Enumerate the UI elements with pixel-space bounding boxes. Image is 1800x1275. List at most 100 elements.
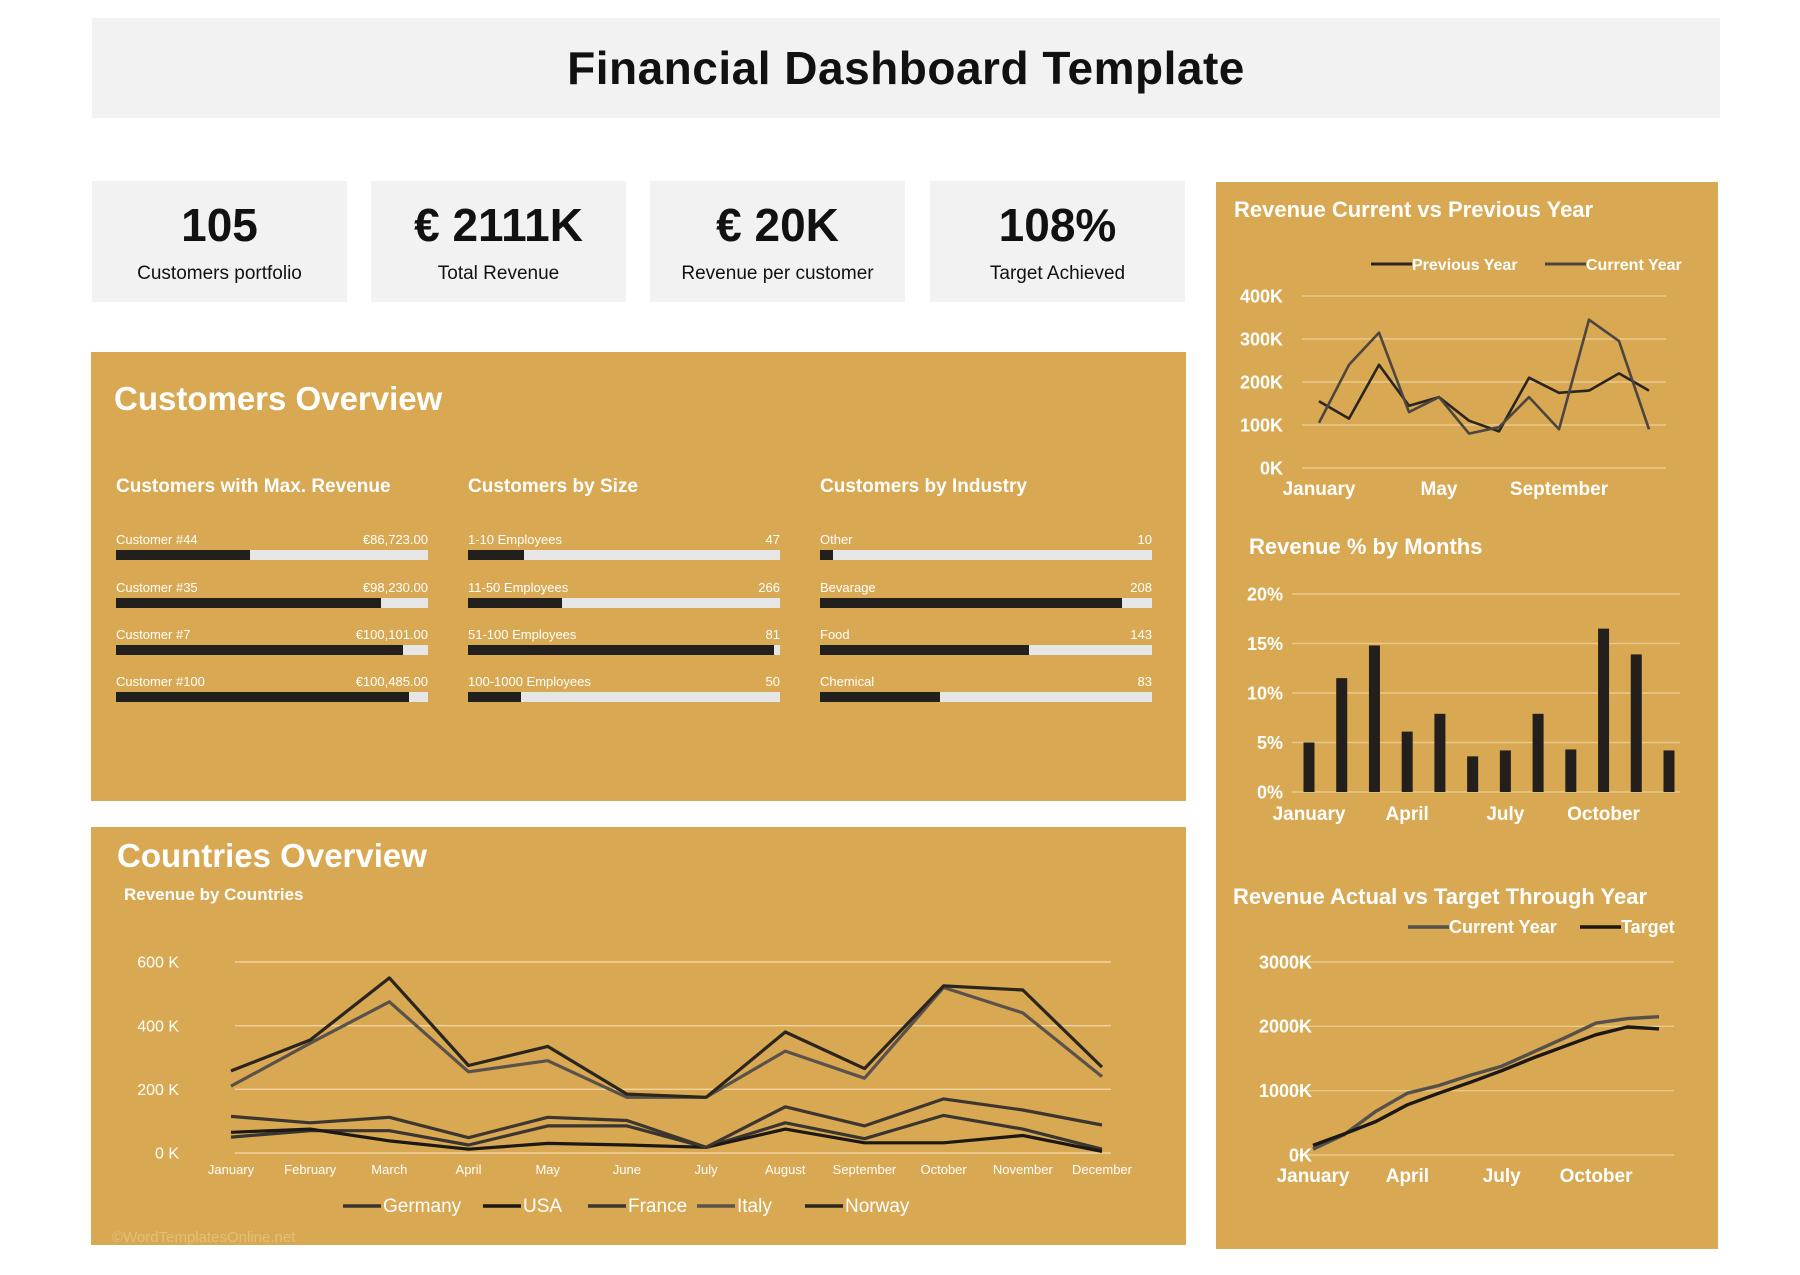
bar-track — [116, 692, 428, 702]
bar-track — [820, 645, 1152, 655]
countries-overview-title: Countries Overview — [117, 837, 427, 874]
bar-track — [820, 692, 1152, 702]
bar-value: €100,101.00 — [355, 627, 428, 642]
x-tick-label: January — [1277, 1166, 1350, 1187]
bar-row: 100-1000 Employees 50 — [468, 674, 780, 702]
y-tick-label: 200 K — [137, 1082, 179, 1099]
bar-label: 1-10 Employees — [468, 532, 562, 547]
bar-label: Chemical — [820, 674, 875, 689]
revenue-by-countries-chart: 0 K 200 K 400 K 600 K January February March Ap… — [137, 955, 1133, 1217]
x-tick-label: April — [456, 1162, 482, 1177]
x-tick-label: August — [765, 1162, 806, 1177]
legend-label: Current Year — [1449, 917, 1557, 937]
kpi-value: 108% — [998, 199, 1117, 251]
bar-row: Customer #7 €100,101.00 — [116, 627, 428, 655]
x-tick-label: November — [993, 1162, 1054, 1177]
series-line — [230, 1097, 1103, 1149]
bar-row: 51-100 Employees 81 — [468, 627, 780, 655]
y-tick-label: 0K — [1289, 1145, 1312, 1165]
bar — [1565, 749, 1577, 792]
kpi-value: € 2111K — [414, 199, 583, 251]
bar — [1467, 756, 1479, 792]
x-tick-label: May — [535, 1162, 560, 1177]
right-charts-panel: Revenue Current vs Previous Year Previous… — [1216, 182, 1718, 1249]
bar-value: 47 — [765, 532, 780, 547]
x-tick-label: May — [1421, 479, 1458, 500]
x-tick-label: October — [1567, 804, 1640, 825]
y-tick-label: 2000K — [1259, 1017, 1312, 1037]
kpi-card-customers: 105 Customers portfolio — [92, 181, 347, 302]
bar-row: Customer #44 €86,723.00 — [116, 532, 428, 560]
bar-label: Customer #35 — [116, 580, 198, 595]
bar-value: 143 — [1130, 627, 1152, 642]
series-line — [230, 985, 1104, 1099]
bar-track — [820, 598, 1152, 608]
kpi-card-total-revenue: € 2111K Total Revenue — [371, 181, 626, 302]
legend-label: Target — [1621, 917, 1675, 937]
bar-value: €86,723.00 — [362, 532, 428, 547]
bar-row: 11-50 Employees 266 — [468, 580, 780, 608]
bar-fill — [468, 598, 562, 608]
bar-label: Customer #100 — [116, 674, 205, 689]
kpi-value: € 20K — [716, 199, 839, 251]
bar-group-title: Customers by Industry — [820, 476, 1027, 497]
x-tick-label: June — [613, 1162, 641, 1177]
y-tick-label: 10% — [1247, 683, 1283, 703]
bar-row: Customer #35 €98,230.00 — [116, 580, 428, 608]
legend-label: USA — [523, 1196, 562, 1217]
bar-fill — [116, 645, 404, 655]
bar — [1303, 742, 1315, 792]
x-tick-label: February — [284, 1162, 337, 1177]
kpi-label: Total Revenue — [437, 263, 560, 284]
x-tick-label: July — [695, 1162, 719, 1177]
y-tick-label: 400K — [1240, 286, 1283, 306]
kpi-card-revenue-per-customer: € 20K Revenue per customer — [650, 181, 905, 302]
y-tick-label: 0% — [1257, 782, 1283, 802]
bar-fill — [116, 598, 382, 608]
bar-label: Other — [820, 532, 853, 547]
bar-track — [820, 550, 1152, 560]
series-line — [1312, 1025, 1660, 1147]
bar-value: €98,230.00 — [362, 580, 428, 595]
chart-title: Revenue Actual vs Target Through Year — [1233, 884, 1647, 909]
y-tick-label: 100K — [1240, 415, 1283, 435]
bar-label: Customer #44 — [116, 532, 198, 547]
y-tick-label: 0K — [1260, 458, 1283, 478]
bar-group-title: Customers by Size — [468, 476, 638, 497]
page-title: Financial Dashboard Template — [567, 42, 1245, 94]
revenue-current-vs-previous-chart: Revenue Current vs Previous Year Previous… — [1234, 197, 1682, 500]
x-tick-label: September — [1510, 479, 1609, 500]
x-tick-label: April — [1386, 1166, 1429, 1187]
bar — [1663, 750, 1675, 792]
bar-fill — [468, 645, 774, 655]
bar-value: 208 — [1130, 580, 1152, 595]
bar-label: Food — [820, 627, 850, 642]
bar-label: 51-100 Employees — [468, 627, 577, 642]
bar-value: 10 — [1137, 532, 1152, 547]
watermark: ©WordTemplatesOnline.net — [112, 1229, 296, 1246]
revenue-pct-by-months-chart: Revenue % by Months 0% 5% 10% 15% 20% January A… — [1247, 534, 1680, 825]
legend-label: Previous Year — [1412, 257, 1518, 274]
bar — [1434, 713, 1446, 792]
countries-overview-panel: Countries Overview Revenue by Countries … — [91, 827, 1186, 1245]
kpi-label: Target Achieved — [989, 263, 1126, 284]
x-tick-label: December — [1072, 1162, 1133, 1177]
y-tick-label: 15% — [1247, 634, 1283, 654]
x-tick-label: September — [833, 1162, 897, 1177]
kpi-value: 105 — [181, 199, 258, 251]
x-tick-label: July — [1486, 804, 1524, 825]
legend-label: Germany — [383, 1196, 462, 1217]
x-tick-label: January — [208, 1162, 255, 1177]
bar-track — [116, 598, 428, 608]
bar-group-title: Customers with Max. Revenue — [116, 476, 391, 497]
series-line — [230, 976, 1104, 1099]
bar-track — [116, 645, 428, 655]
x-tick-label: January — [1273, 804, 1346, 825]
y-tick-label: 5% — [1257, 733, 1283, 753]
bar — [1368, 645, 1380, 792]
bar — [1532, 713, 1544, 792]
bar — [1499, 750, 1511, 792]
bar-label: Bevarage — [820, 580, 876, 595]
bar-value: 50 — [765, 674, 780, 689]
countries-overview-subtitle: Revenue by Countries — [124, 885, 304, 904]
